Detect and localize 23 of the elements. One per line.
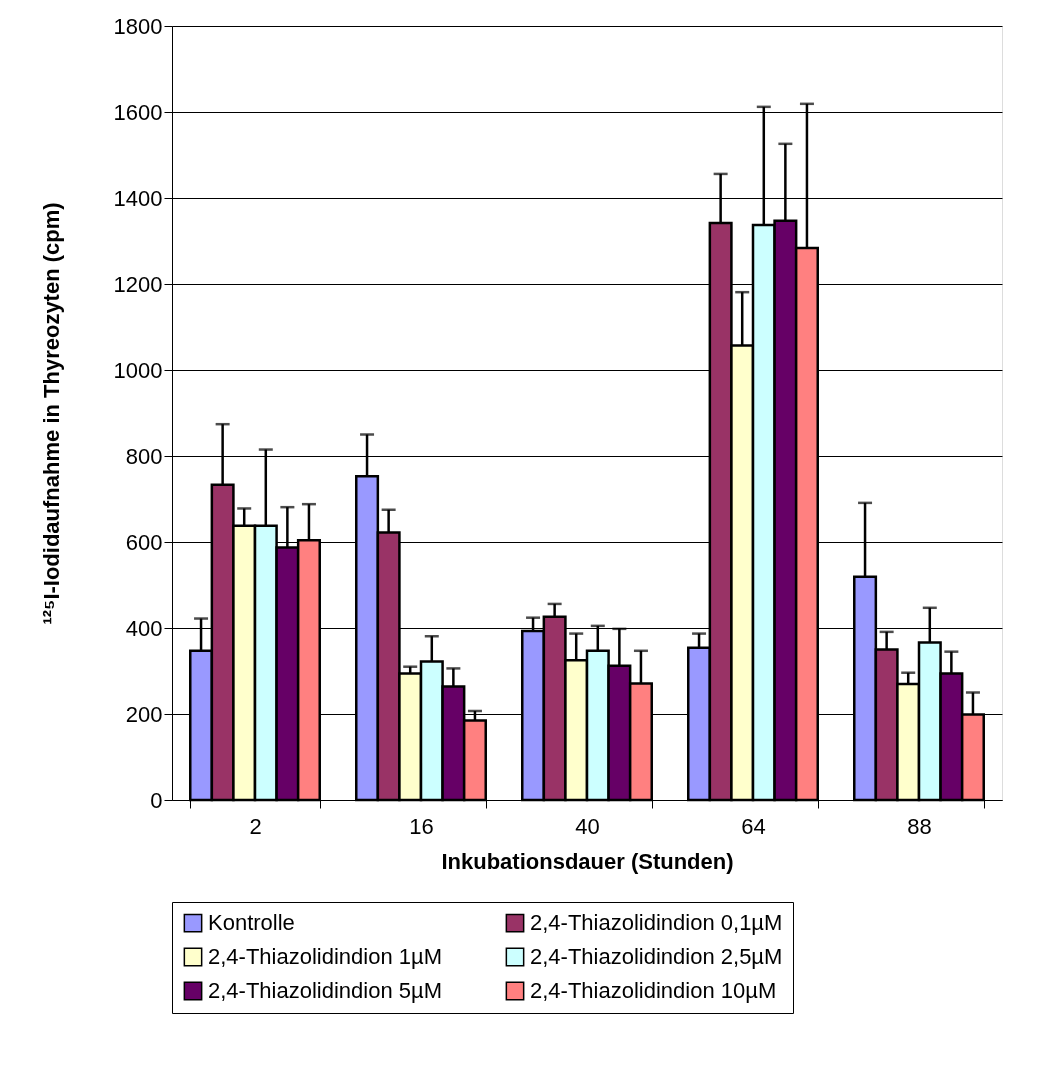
y-tick-label: 600 bbox=[125, 529, 163, 555]
y-tick-label: 1000 bbox=[113, 357, 163, 383]
y-tick-label: 1600 bbox=[113, 99, 163, 125]
legend-label: 2,4-Thiazolidindion 2,5µM bbox=[530, 944, 783, 969]
y-tick-label: 1800 bbox=[113, 13, 163, 39]
legend-label: 2,4-Thiazolidindion 0,1µM bbox=[530, 910, 783, 936]
x-tick-label: 88 bbox=[907, 813, 932, 839]
legend-label: 2,4-Thiazolidindion 1µM bbox=[208, 944, 443, 969]
y-tick-label: 1200 bbox=[113, 271, 163, 297]
legend-label: 2,4-Thiazolidindion 5µM bbox=[208, 978, 443, 1003]
x-tick-label: 64 bbox=[741, 813, 766, 839]
x-tick-label: 2 bbox=[249, 813, 262, 839]
x-tick-label: 40 bbox=[575, 813, 600, 839]
y-tick-label: 1400 bbox=[113, 185, 163, 211]
y-tick-label: 800 bbox=[125, 443, 163, 469]
y-tick-label: 200 bbox=[125, 701, 163, 727]
legend-label: 2,4-Thiazolidindion 10µM bbox=[530, 978, 777, 1003]
y-tick-label: 0 bbox=[150, 787, 163, 813]
legend-label: Kontrolle bbox=[208, 910, 295, 936]
x-axis-title: Inkubationsdauer (Stunden) bbox=[441, 848, 734, 874]
y-axis-title: ¹²⁵I-Iodidaufnahme in Thyreozyten (cpm) bbox=[38, 202, 64, 625]
x-tick-label: 16 bbox=[409, 813, 434, 839]
y-tick-label: 400 bbox=[125, 615, 163, 641]
